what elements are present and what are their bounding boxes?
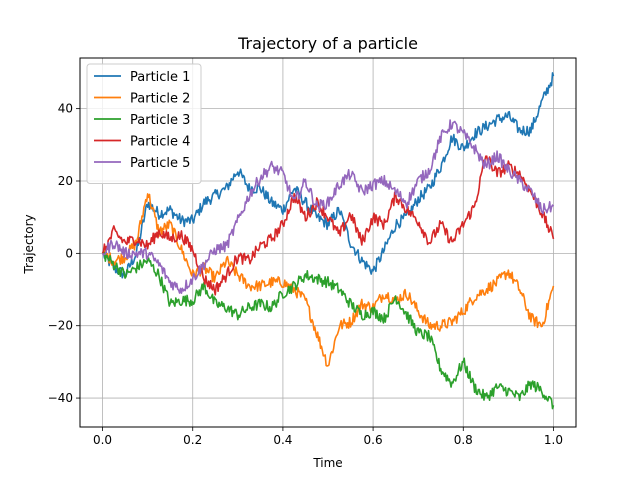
legend-label: Particle 5 [130, 156, 190, 171]
chart-title: Trajectory of a particle [237, 34, 418, 53]
plot-area-frame [79, 57, 577, 428]
series-line-particle-1 [102, 72, 555, 279]
x-axis-ticks: 0.0 0.2 0.4 0.6 0.8 1.0 [93, 427, 563, 447]
y-axis-ticks: −40 −20 0 20 40 [48, 102, 80, 405]
y-tick-label: −20 [48, 319, 73, 333]
x-tick-label: 0.8 [454, 433, 473, 447]
series-lines [101, 72, 555, 410]
legend-label: Particle 4 [130, 135, 190, 150]
y-tick-label: 20 [58, 174, 73, 188]
x-tick-label: 0.6 [364, 433, 383, 447]
y-axis-label: Trajectory [22, 214, 36, 274]
series-line-particle-3 [101, 250, 555, 410]
legend-box [86, 63, 202, 184]
legend-label: Particle 2 [130, 92, 190, 107]
series-line-particle-4 [101, 155, 555, 296]
grid [80, 58, 576, 427]
x-tick-label: 1.0 [544, 433, 563, 447]
y-tick-label: −40 [48, 391, 73, 405]
y-tick-label: 0 [65, 246, 73, 260]
x-tick-label: 0.0 [93, 433, 112, 447]
legend-label: Particle 1 [130, 70, 190, 85]
x-tick-label: 0.4 [273, 433, 292, 447]
x-axis-label: Time [312, 456, 342, 470]
legend: Particle 1 Particle 2 Particle 3 Particle 4… [86, 63, 202, 184]
series-line-particle-2 [102, 193, 555, 367]
y-tick-label: 40 [58, 102, 73, 116]
x-tick-label: 0.2 [183, 433, 202, 447]
legend-label: Particle 3 [130, 113, 190, 128]
series-line-particle-5 [101, 119, 555, 295]
